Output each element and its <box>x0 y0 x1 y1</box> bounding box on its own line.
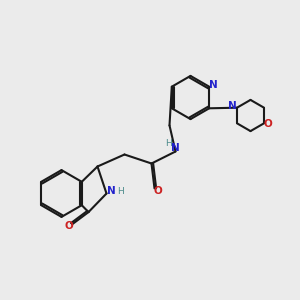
Text: O: O <box>154 186 163 197</box>
Text: O: O <box>264 119 273 130</box>
Text: N: N <box>209 80 218 90</box>
Text: H: H <box>166 139 172 148</box>
Text: O: O <box>64 221 73 231</box>
Text: H: H <box>117 187 124 196</box>
Text: N: N <box>171 143 180 153</box>
Text: N: N <box>106 186 116 197</box>
Text: N: N <box>228 101 237 111</box>
